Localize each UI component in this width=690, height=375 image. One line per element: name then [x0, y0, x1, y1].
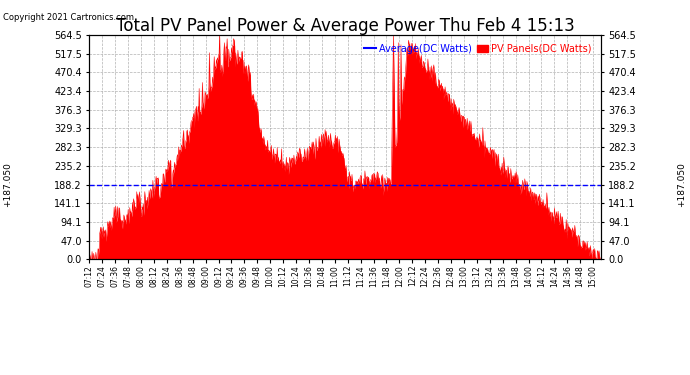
Text: +187.050: +187.050 [678, 163, 687, 207]
Text: Copyright 2021 Cartronics.com: Copyright 2021 Cartronics.com [3, 13, 135, 22]
Title: Total PV Panel Power & Average Power Thu Feb 4 15:13: Total PV Panel Power & Average Power Thu… [116, 17, 574, 35]
Text: +187.050: +187.050 [3, 163, 12, 207]
Legend: Average(DC Watts), PV Panels(DC Watts): Average(DC Watts), PV Panels(DC Watts) [361, 40, 595, 58]
